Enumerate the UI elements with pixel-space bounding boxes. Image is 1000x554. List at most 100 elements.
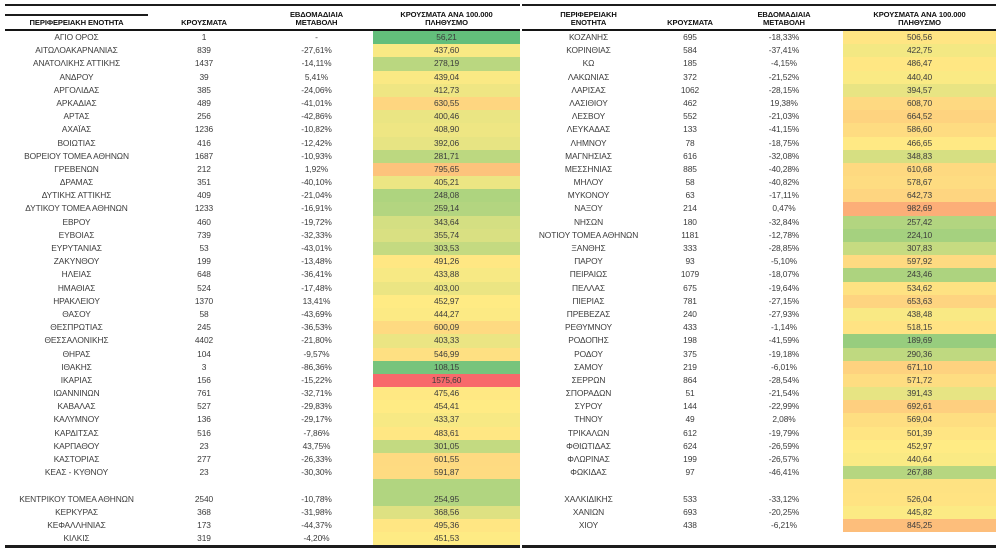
table-row: ΗΜΑΘΙΑΣ 524 -17,48% 403,00 xyxy=(5,281,520,295)
cases-cell: 584 xyxy=(683,45,697,56)
region-name-cell: ΙΩΑΝΝΙΝΩΝ xyxy=(53,388,100,399)
change-cell: -32,33% xyxy=(301,229,332,240)
region-name-cell: ΣΑΜΟΥ xyxy=(573,361,604,372)
cases-cell: 1 xyxy=(201,32,207,42)
region-name-cell xyxy=(522,479,655,492)
region-name-cell: ΣΕΡΡΩΝ xyxy=(571,374,606,385)
table-row: ΚΟΖΑΝΗΣ 695 -18,33% 506,56 xyxy=(522,31,996,45)
table-row: ΠΕΙΡΑΙΩΣ 1079 -18,07% 243,46 xyxy=(522,268,996,282)
rate-cell: 433,88 xyxy=(373,268,520,282)
cases-cell xyxy=(655,479,725,492)
cases-cell: 133 xyxy=(683,124,697,135)
rate-cell: 400,46 xyxy=(373,110,520,124)
region-name-cell: ΜΥΚΟΝΟΥ xyxy=(567,190,610,201)
table-row: ΚΑΡΔΙΤΣΑΣ 516 -7,86% 483,61 xyxy=(5,426,520,440)
change-cell: -27,61% xyxy=(301,45,332,56)
region-name-cell: ΠΡΕΒΕΖΑΣ xyxy=(566,308,611,319)
rate-cell: 403,33 xyxy=(373,334,520,348)
cases-cell: 2540 xyxy=(194,493,214,504)
region-name-cell: ΣΠΟΡΑΔΩΝ xyxy=(565,388,612,399)
column-header-region: ΠΕΡΙΦΕΡΕΙΑΚΗ ΕΝΟΤΗΤΑ xyxy=(560,9,617,28)
table-row: ΛΑΣΙΘΙΟΥ 462 19,38% 608,70 xyxy=(522,96,996,111)
region-name-cell: ΚΙΛΚΙΣ xyxy=(63,533,90,544)
rate-cell: 571,72 xyxy=(843,373,996,388)
cases-cell: 462 xyxy=(683,97,697,108)
change-cell: -46,41% xyxy=(768,467,800,478)
table-row: ΤΗΝΟΥ 49 2,08% 569,04 xyxy=(522,413,996,427)
rate-cell: 452,97 xyxy=(843,439,996,453)
change-cell xyxy=(725,479,843,492)
change-cell: -26,57% xyxy=(768,454,800,464)
region-name-cell: ΗΛΕΙΑΣ xyxy=(61,269,92,280)
rate-cell: 483,61 xyxy=(373,426,520,440)
rate-cell: 259,14 xyxy=(373,202,520,216)
table-row: ΜΑΓΝΗΣΙΑΣ 616 -32,08% 348,83 xyxy=(522,149,996,163)
table-row: ΠΙΕΡΙΑΣ 781 -27,15% 653,63 xyxy=(522,294,996,308)
table-row: ΜΗΛΟΥ 58 -40,82% 578,67 xyxy=(522,176,996,190)
table-row: ΚΕΦΑΛΛΗΝΙΑΣ 173 -44,37% 495,36 xyxy=(5,518,520,533)
cases-cell: 136 xyxy=(197,414,211,425)
region-name-cell: ΑΓΙΟ ΟΡΟΣ xyxy=(54,32,99,42)
rate-cell: 433,37 xyxy=(373,413,520,427)
change-cell: -42,86% xyxy=(301,111,332,122)
change-cell: 43,75% xyxy=(302,440,331,451)
table-row: ΡΟΔΟΥ 375 -19,18% 290,36 xyxy=(522,347,996,361)
cases-cell xyxy=(655,532,725,545)
rate-cell: 368,56 xyxy=(373,505,520,519)
change-cell: -40,28% xyxy=(768,163,800,174)
cases-cell: 351 xyxy=(197,177,211,188)
column-header-rate-per-100k: ΚΡΟΥΣΜΑΤΑ ΑΝΑ 100.000 ΠΛΗΘΥΣΜΟ xyxy=(873,9,966,28)
region-name-cell: ΓΡΕΒΕΝΩΝ xyxy=(54,163,99,174)
cases-cell: 256 xyxy=(197,111,211,122)
table-row: ΙΚΑΡΙΑΣ 156 -15,22% 1575,60 xyxy=(5,373,520,388)
rate-cell: 518,15 xyxy=(843,321,996,335)
change-cell: -24,06% xyxy=(301,84,332,95)
region-name-cell: ΝΗΣΩΝ xyxy=(573,216,604,227)
rate-cell: 281,71 xyxy=(373,149,520,163)
cases-cell: 4402 xyxy=(194,335,214,346)
rate-cell: 267,88 xyxy=(843,466,996,480)
region-name-cell: ΕΒΡΟΥ xyxy=(62,216,91,227)
change-cell: -41,59% xyxy=(768,335,800,346)
cases-cell: 245 xyxy=(197,322,211,333)
column-header-cases: ΚΡΟΥΣΜΑΤΑ xyxy=(667,18,713,28)
rate-cell: 243,46 xyxy=(843,268,996,282)
rate-cell: 601,55 xyxy=(373,453,520,467)
rate-cell: 343,64 xyxy=(373,215,520,229)
rate-cell: 189,69 xyxy=(843,334,996,348)
table-row: ΛΕΣΒΟΥ 552 -21,03% 664,52 xyxy=(522,110,996,124)
change-cell: -19,64% xyxy=(768,282,800,293)
table-row: ΠΕΛΛΑΣ 675 -19,64% 534,62 xyxy=(522,281,996,295)
rate-cell: 501,39 xyxy=(843,426,996,440)
rate-cell: 1575,60 xyxy=(373,373,520,388)
change-cell: -21,80% xyxy=(301,335,332,346)
cases-cell: 78 xyxy=(685,137,695,148)
change-cell: -28,15% xyxy=(768,84,800,95)
rate-cell: 422,75 xyxy=(843,44,996,58)
cases-cell: 212 xyxy=(197,163,211,174)
change-cell: -12,78% xyxy=(768,229,800,240)
change-cell: -28,54% xyxy=(768,374,800,385)
column-header-weekly-change: ΕΒΔΟΜΑΔΙΑΙΑ ΜΕΤΑΒΟΛΗ xyxy=(289,9,344,28)
change-cell: -33,12% xyxy=(768,493,800,504)
table-row: ΘΑΣΟΥ 58 -43,69% 444,27 xyxy=(5,307,520,322)
region-name-cell: ΜΕΣΣΗΝΙΑΣ xyxy=(564,163,613,174)
cases-cell: 1236 xyxy=(194,124,214,135)
change-cell: 1,92% xyxy=(304,163,329,174)
change-cell: -12,42% xyxy=(301,137,332,148)
change-cell: -44,37% xyxy=(301,519,332,530)
change-cell: -41,01% xyxy=(301,97,332,108)
cases-cell: 438 xyxy=(683,519,697,530)
cases-cell: 616 xyxy=(683,150,697,161)
change-cell: -19,79% xyxy=(768,427,800,438)
table-row: ΑΝΑΤΟΛΙΚΗΣ ΑΤΤΙΚΗΣ 1437 -14,11% 278,19 xyxy=(5,57,520,71)
cases-cell: 516 xyxy=(197,427,211,438)
region-name-cell: ΑΝΑΤΟΛΙΚΗΣ ΑΤΤΙΚΗΣ xyxy=(32,58,121,69)
region-name-cell: ΔΡΑΜΑΣ xyxy=(59,177,94,188)
cases-cell: 1181 xyxy=(681,229,699,240)
header-row: ΠΕΡΙΦΕΡΕΙΑΚΗ ΕΝΟΤΗΤΑ ΚΡΟΥΣΜΑΤΑ ΕΒΔΟΜΑΔΙΑ… xyxy=(522,6,996,31)
change-cell: -4,20% xyxy=(303,533,330,544)
rate-cell: 392,06 xyxy=(373,136,520,150)
region-name-cell: ΚΑΛΥΜΝΟΥ xyxy=(53,414,100,425)
cases-cell: 1233 xyxy=(194,203,214,214)
